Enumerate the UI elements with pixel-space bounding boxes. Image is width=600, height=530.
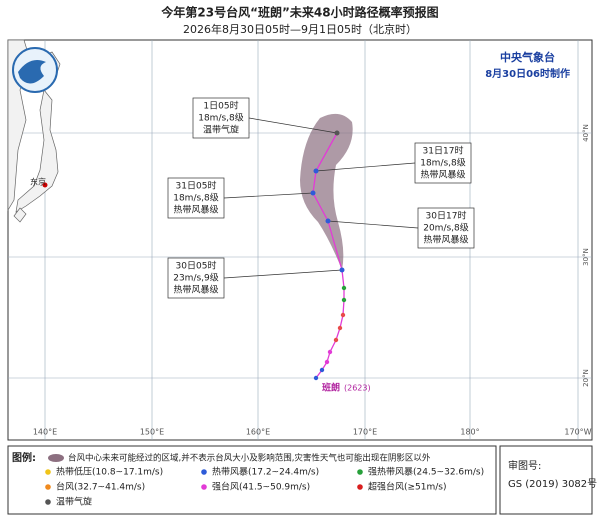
lat-label: 30°N	[582, 248, 590, 266]
subtitle: 2026年8月30日05时—9月1日05时（北京时）	[183, 22, 417, 36]
review-box	[499, 445, 593, 515]
legend-dot	[357, 484, 363, 490]
callout-text: 18m/s,8级	[173, 192, 219, 204]
legend-item: 强台风(41.5~50.9m/s)	[212, 481, 310, 493]
lon-label: 180°	[460, 428, 479, 437]
legend-dot	[45, 469, 51, 475]
callout-text: 31日17时	[423, 145, 464, 157]
agency: 中央气象台	[500, 50, 555, 64]
legend-note: 台风中心未来可能经过的区域,并不表示台风大小及影响范围,灾害性天气也可能出现在阴…	[68, 453, 431, 464]
legend-dot	[201, 484, 207, 490]
lon-label: 150°E	[140, 428, 164, 437]
legend-items: 热带低压(10.8~17.1m/s) 热带风暴(17.2~24.4m/s) 强热带风…	[45, 466, 484, 508]
track-point	[339, 267, 345, 273]
track-point	[341, 297, 347, 303]
made-time: 8月30日06时制作	[485, 67, 570, 80]
callout-text: 31日05时	[176, 180, 217, 192]
logo	[12, 47, 58, 93]
lat-label: 40°N	[582, 124, 590, 142]
callout-text: 热带风暴级	[173, 284, 218, 296]
callout-text: 热带风暴级	[420, 169, 465, 181]
legend-dot	[45, 484, 51, 490]
track-point	[337, 325, 343, 331]
callout-text: 1日05时	[203, 100, 238, 112]
callout-box	[167, 257, 225, 299]
track-point	[333, 337, 339, 343]
lon-label: 160°E	[246, 428, 270, 437]
lon-label: 140°E	[33, 428, 57, 437]
legend-item: 台风(32.7~41.4m/s)	[56, 481, 145, 493]
typhoon-id: (2623)	[344, 384, 371, 393]
legend-title: 图例:	[12, 451, 36, 464]
city-label: 东京	[30, 177, 46, 187]
callout-text: 18m/s,8级	[198, 112, 244, 124]
legend-item: 热带风暴(17.2~24.4m/s)	[212, 466, 319, 478]
callout-box	[414, 142, 472, 184]
lon-labels: 140°E 150°E 160°E 170°E 180° 170°W	[33, 428, 592, 437]
legend-cone	[48, 454, 64, 462]
grid	[8, 40, 592, 440]
legend-dot	[201, 469, 207, 475]
track-point	[313, 168, 319, 174]
track-point	[325, 218, 331, 224]
callout-leader	[223, 269, 343, 279]
callout-leader	[248, 117, 338, 134]
callout-text: 热带风暴级	[423, 234, 468, 246]
track-points	[313, 285, 347, 381]
map-frame	[7, 39, 593, 441]
legend-item: 强热带风暴(24.5~32.6m/s)	[368, 466, 484, 478]
callout-leader	[315, 162, 416, 172]
probability-cone	[300, 113, 353, 270]
track-point	[310, 190, 316, 196]
callout-text: 30日17时	[426, 210, 467, 222]
legend-box	[7, 445, 497, 515]
lon-label: 170°E	[353, 428, 377, 437]
typhoon-name: 班朗	[322, 382, 340, 394]
callout-leader	[223, 192, 314, 199]
callout-box	[417, 207, 475, 249]
past-track	[315, 269, 345, 379]
track-point	[340, 312, 346, 318]
callout-text: 温带气旋	[203, 124, 239, 136]
callouts: 1日05时18m/s,8级温带气旋31日17时18m/s,8级热带风暴级31日0…	[167, 97, 475, 299]
lat-labels: 40°N 30°N 20°N	[582, 124, 590, 387]
callout-text: 30日05时	[176, 260, 217, 272]
callout-text: 20m/s,8级	[423, 222, 469, 234]
callout-text: 热带风暴级	[173, 204, 218, 216]
legend-item: 温带气旋	[56, 496, 92, 508]
title: 今年第23号台风“班朗”未来48小时路径概率预报图	[160, 5, 438, 20]
callout-box	[192, 97, 250, 139]
legend-dot	[357, 469, 363, 475]
track-point	[313, 375, 319, 381]
track-point	[324, 359, 330, 365]
legend-item: 超强台风(≥51m/s)	[368, 481, 447, 493]
lon-label: 170°W	[564, 428, 591, 437]
track-point	[334, 130, 340, 136]
legend-item: 热带低压(10.8~17.1m/s)	[56, 466, 163, 478]
lat-label: 20°N	[582, 369, 590, 387]
review-no: GS (2019) 3082号	[508, 478, 597, 490]
legend-dot	[45, 499, 51, 505]
track-point	[327, 349, 333, 355]
track-point	[341, 285, 347, 291]
callout-text: 23m/s,9级	[173, 272, 219, 284]
callout-leader	[327, 220, 419, 229]
callout-box	[167, 177, 225, 219]
callout-text: 18m/s,8级	[420, 157, 466, 169]
track-point	[319, 367, 325, 373]
review-label: 审图号:	[508, 459, 541, 472]
city-dot	[42, 182, 48, 188]
